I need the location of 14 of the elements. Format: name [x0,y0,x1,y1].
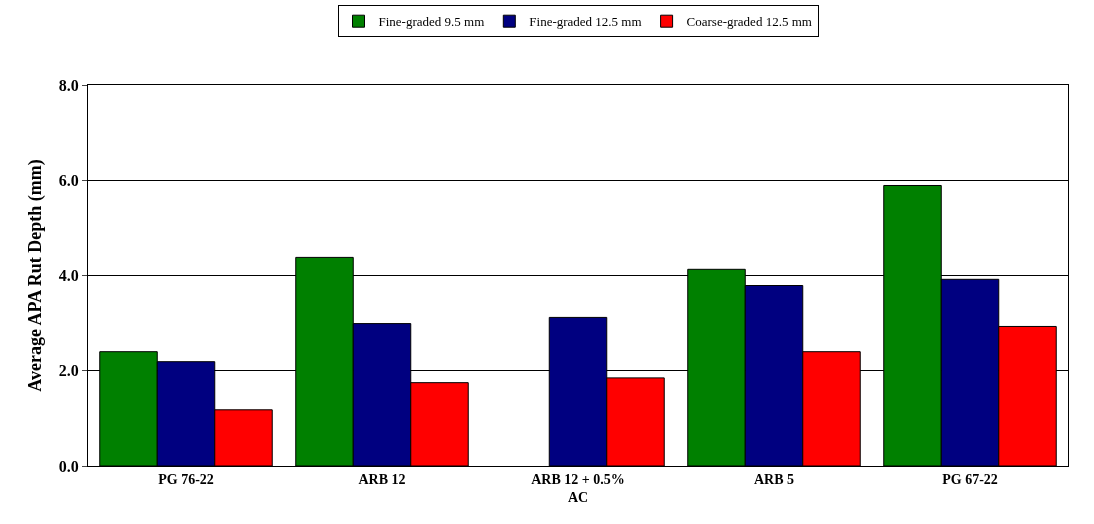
y-tick-label: 2.0 [58,362,79,380]
y-tick-label: 6.0 [58,171,79,189]
x-tick-label: PG 67-22 [942,471,998,487]
y-tick-label: 4.0 [58,267,79,285]
legend-label: Fine-graded 9.5 mm [378,14,485,30]
x-tick-label: ARB 12 + 0.5% AC [531,471,625,505]
x-tick-label: ARB 12 [358,471,406,487]
legend-label: Fine-graded 12.5 mm [529,14,642,30]
x-tick-label: PG 76-22 [158,471,214,487]
x-tick-label: ARB 5 [753,471,795,487]
y-tick-label: 8.0 [58,76,79,94]
legend-label: Coarse-graded 12.5 mm [686,14,812,30]
y-tick-label: 0.0 [58,457,79,475]
y-axis-title: Average APA Rut Depth (mm) [25,159,46,392]
